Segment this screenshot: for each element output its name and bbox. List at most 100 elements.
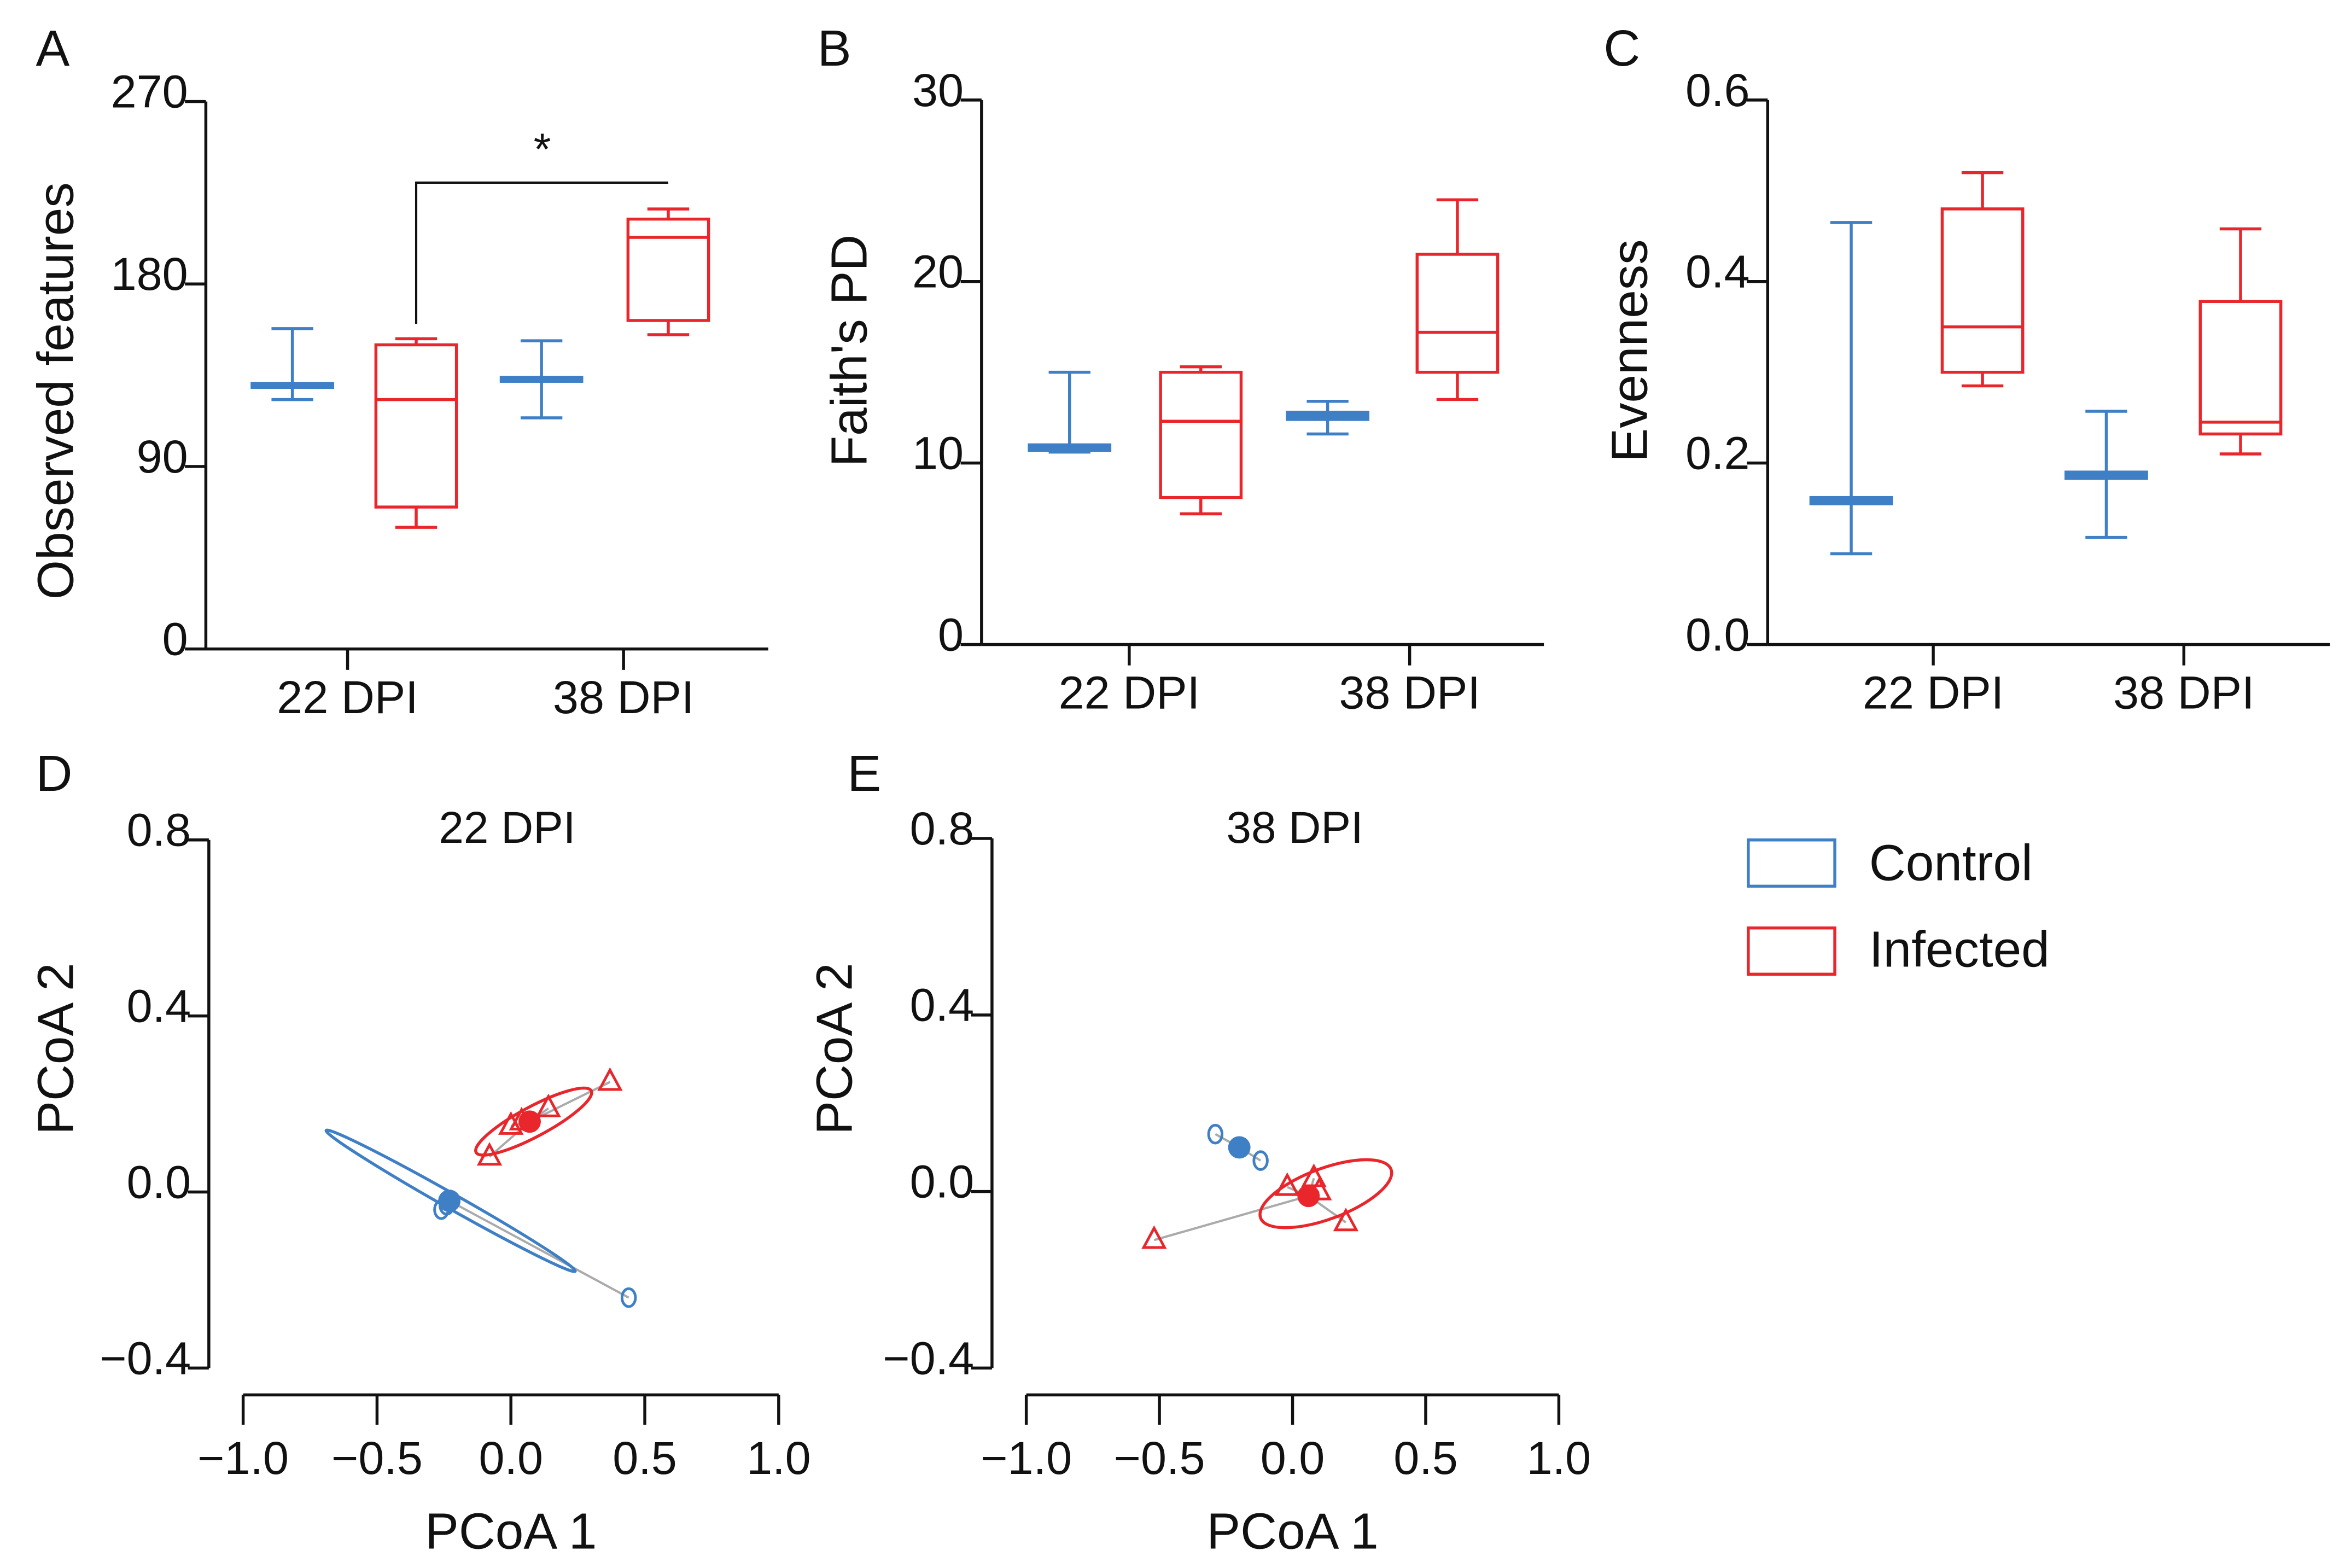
data-point-triangle (1333, 1208, 1359, 1232)
x-tick-label: 0.0 (1261, 1432, 1325, 1484)
box-control-38-dpi (1286, 400, 1370, 436)
data-point-triangle (1274, 1172, 1300, 1196)
box-infected-22-dpi (1159, 365, 1243, 516)
confidence-ellipse (474, 1086, 593, 1157)
y-tick-label: 90 (137, 430, 188, 482)
spider-line (1153, 1194, 1309, 1241)
box-infected-22-dpi (1940, 171, 2025, 388)
panel-label-a: A (36, 20, 69, 77)
pcoa-plot-e: −0.4 0.0 0.4 0.8 −1.0 −0.5 0.0 0.5 1.0 PCoA 1 PCoA… (806, 802, 1591, 1559)
legend-swatch-control (1747, 838, 1836, 888)
y-axis-label: PCoA 2 (27, 963, 84, 1134)
y-tick-label: 0.4 (1685, 246, 1750, 298)
significance-star: * (534, 125, 551, 174)
series-control (1207, 1123, 1269, 1171)
x-tick-label: −0.5 (331, 1432, 423, 1484)
box-control-38-dpi (499, 339, 584, 419)
spider-line (448, 1199, 629, 1299)
panel-label-b: B (818, 20, 851, 77)
x-axis-label: PCoA 1 (1206, 1502, 1378, 1559)
y-tick-label: 0 (938, 608, 964, 660)
y-axis-label: Observed features (27, 182, 84, 599)
box-infected-38-dpi (626, 207, 710, 336)
x-tick-label: 22 DPI (1059, 667, 1200, 719)
x-tick-label: 38 DPI (553, 671, 694, 723)
y-tick-label: 0.8 (127, 804, 191, 856)
y-tick-label: 0.2 (1685, 427, 1750, 479)
pcoa-plot-d: −0.4 0.0 0.4 0.8 −1.0 −0.5 0.0 0.5 1.0 PCoA 1 PCoA… (27, 803, 811, 1559)
y-tick-label: 20 (912, 246, 964, 298)
x-tick-label: 22 DPI (277, 671, 418, 723)
x-tick-label: 0.0 (479, 1432, 543, 1484)
centroid-point (438, 1190, 461, 1213)
x-tick-label: 1.0 (746, 1432, 811, 1484)
y-tick-label: 180 (111, 248, 188, 300)
series-infected (1141, 1158, 1393, 1249)
data-point-circle (1252, 1150, 1269, 1171)
legend-swatch-infected (1747, 926, 1836, 976)
y-tick-label: 0.4 (910, 979, 975, 1031)
box-infected-38-dpi (1415, 198, 1500, 401)
panel-label-e: E (847, 745, 881, 802)
data-point-triangle (535, 1093, 561, 1117)
significance-bracket (415, 181, 668, 324)
box-plot-a: 0 90 180 270 22 DPI 38 DPI Observed features * (27, 65, 768, 723)
y-axis-label: PCoA 2 (806, 963, 862, 1134)
legend-label-control: Control (1869, 834, 2033, 891)
y-tick-label: 270 (111, 65, 188, 117)
box-iqr (626, 217, 710, 322)
y-tick-label: 0.0 (1685, 608, 1750, 660)
x-tick-label: 1.0 (1527, 1432, 1591, 1484)
y-tick-label: 0.8 (910, 802, 975, 854)
data-point-circle (1207, 1123, 1224, 1145)
box-plot-c: 0.0 0.2 0.4 0.6 22 DPI 38 DPI Evenness (1601, 64, 2330, 719)
y-tick-label: −0.4 (100, 1332, 191, 1384)
box-control-22-dpi (250, 327, 334, 401)
y-tick-label: 0.0 (127, 1156, 191, 1208)
x-tick-label: 38 DPI (1339, 667, 1480, 719)
plot-title: 38 DPI (1227, 803, 1363, 853)
centroid-point (518, 1110, 541, 1133)
panel-label-d: D (36, 745, 72, 802)
y-tick-label: −0.4 (883, 1332, 974, 1384)
x-tick-label: −1.0 (981, 1432, 1072, 1484)
centroid-point (1297, 1185, 1320, 1208)
x-tick-label: −1.0 (197, 1432, 289, 1484)
series-control (324, 1128, 637, 1308)
x-tick-label: 22 DPI (1863, 667, 2004, 719)
x-axis-label: PCoA 1 (425, 1502, 597, 1559)
panel-label-c: C (1603, 20, 1640, 77)
data-point-triangle (1141, 1225, 1167, 1249)
box-control-22-dpi (1809, 221, 1893, 556)
plot-title: 22 DPI (439, 803, 575, 853)
legend-label-infected: Infected (1869, 921, 2050, 978)
x-tick-label: −0.5 (1114, 1432, 1205, 1484)
y-tick-label: 10 (912, 427, 964, 479)
data-point-circle (620, 1287, 637, 1308)
y-tick-label: 0 (162, 613, 188, 665)
data-point-triangle (498, 1111, 524, 1135)
data-point-triangle (476, 1142, 503, 1166)
y-tick-label: 0.0 (910, 1156, 975, 1208)
x-tick-label: 0.5 (613, 1432, 677, 1484)
data-point-triangle (597, 1067, 623, 1091)
y-tick-label: 30 (912, 64, 964, 116)
y-tick-label: 0.4 (127, 980, 191, 1032)
x-tick-label: 38 DPI (2113, 667, 2254, 719)
box-infected-38-dpi (2198, 227, 2283, 456)
box-iqr (1940, 207, 2025, 374)
box-plot-b: 0 10 20 30 22 DPI 38 DPI Faith's PD (821, 64, 1544, 719)
box-control-22-dpi (1028, 370, 1112, 454)
box-control-38-dpi (2064, 410, 2148, 539)
centroid-point (1228, 1136, 1251, 1159)
box-iqr (1159, 370, 1243, 499)
legend: Control Infected (1747, 834, 2050, 978)
series-infected (474, 1067, 623, 1166)
box-iqr (1415, 253, 1500, 374)
y-axis-label: Faith's PD (821, 235, 878, 467)
x-tick-label: 0.5 (1393, 1432, 1458, 1484)
y-axis-label: Evenness (1601, 239, 1658, 462)
box-infected-22-dpi (374, 337, 458, 529)
data-point-triangle (1301, 1163, 1327, 1187)
